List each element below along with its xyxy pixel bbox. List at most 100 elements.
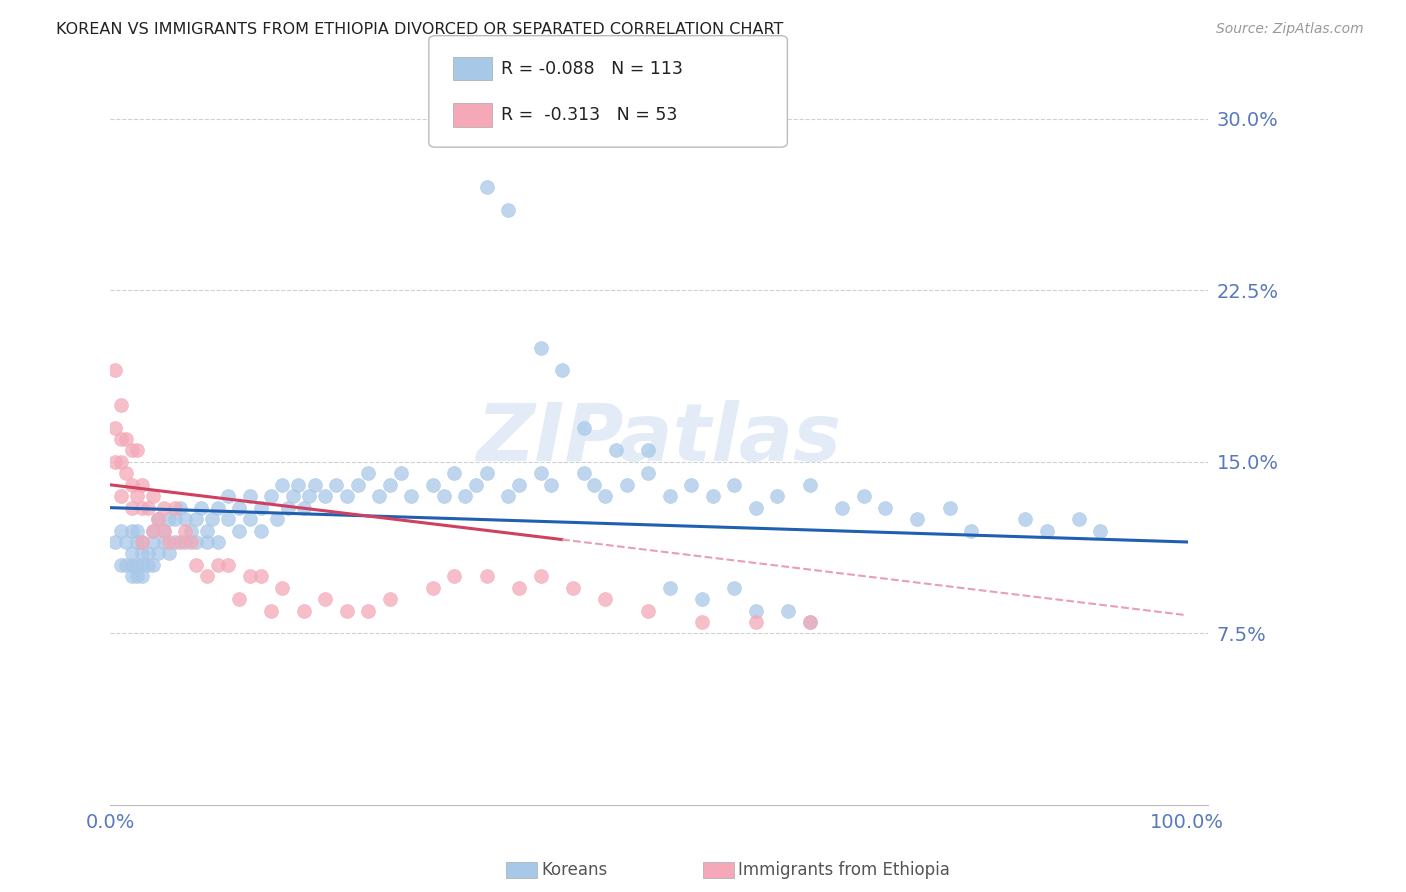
Point: [125, 535, 148, 549]
Point: [465, 477, 488, 491]
Point: [163, 500, 186, 515]
Point: [131, 477, 153, 491]
Point: [131, 535, 153, 549]
Point: [239, 512, 262, 526]
Point: [148, 512, 170, 526]
Point: [142, 524, 165, 538]
Point: [121, 443, 143, 458]
Point: [148, 546, 170, 560]
Point: [852, 489, 875, 503]
Point: [153, 524, 176, 538]
Point: [163, 535, 186, 549]
Point: [174, 512, 197, 526]
Point: [378, 592, 401, 607]
Point: [104, 363, 127, 377]
Point: [799, 615, 821, 629]
Point: [195, 569, 218, 583]
Point: [529, 467, 551, 481]
Point: [1035, 524, 1057, 538]
Point: [121, 558, 143, 572]
Point: [508, 477, 530, 491]
Point: [593, 489, 616, 503]
Point: [681, 477, 703, 491]
Point: [336, 489, 359, 503]
Point: [163, 512, 186, 526]
Point: [766, 489, 789, 503]
Point: [115, 432, 138, 446]
Point: [572, 420, 595, 434]
Point: [443, 467, 465, 481]
Point: [104, 420, 127, 434]
Point: [357, 467, 380, 481]
Point: [905, 512, 928, 526]
Text: Source: ZipAtlas.com: Source: ZipAtlas.com: [1216, 22, 1364, 37]
Point: [157, 535, 180, 549]
Point: [125, 489, 148, 503]
Point: [529, 341, 551, 355]
Point: [249, 500, 271, 515]
Point: [217, 489, 239, 503]
Point: [475, 180, 498, 194]
Point: [690, 615, 713, 629]
Point: [184, 535, 207, 549]
Point: [121, 569, 143, 583]
Point: [201, 512, 224, 526]
Point: [131, 546, 153, 560]
Point: [174, 524, 197, 538]
Point: [260, 604, 283, 618]
Point: [1067, 512, 1090, 526]
Point: [745, 500, 768, 515]
Point: [336, 604, 359, 618]
Point: [433, 489, 456, 503]
Point: [153, 535, 176, 549]
Point: [136, 500, 159, 515]
Point: [325, 477, 347, 491]
Point: [745, 604, 768, 618]
Point: [422, 581, 444, 595]
Point: [583, 477, 606, 491]
Point: [314, 489, 336, 503]
Point: [157, 512, 180, 526]
Point: [104, 535, 127, 549]
Point: [207, 558, 229, 572]
Point: [378, 477, 401, 491]
Point: [110, 524, 132, 538]
Text: Immigrants from Ethiopia: Immigrants from Ethiopia: [738, 861, 950, 879]
Point: [938, 500, 960, 515]
Point: [304, 477, 326, 491]
Point: [115, 558, 138, 572]
Point: [142, 535, 165, 549]
Point: [875, 500, 897, 515]
Point: [169, 535, 191, 549]
Point: [131, 535, 153, 549]
Point: [260, 489, 283, 503]
Point: [551, 363, 574, 377]
Point: [142, 489, 165, 503]
Point: [658, 581, 681, 595]
Point: [287, 477, 309, 491]
Point: [292, 500, 315, 515]
Point: [148, 512, 170, 526]
Point: [498, 203, 520, 218]
Point: [169, 500, 191, 515]
Point: [690, 592, 713, 607]
Point: [593, 592, 616, 607]
Point: [529, 569, 551, 583]
Point: [121, 477, 143, 491]
Point: [389, 467, 412, 481]
Point: [422, 477, 444, 491]
Point: [271, 581, 294, 595]
Point: [184, 512, 207, 526]
Point: [136, 546, 159, 560]
Point: [357, 604, 380, 618]
Point: [131, 569, 153, 583]
Point: [298, 489, 321, 503]
Point: [228, 592, 250, 607]
Point: [605, 443, 627, 458]
Point: [401, 489, 423, 503]
Point: [266, 512, 288, 526]
Text: Koreans: Koreans: [541, 861, 607, 879]
Point: [745, 615, 768, 629]
Point: [153, 500, 176, 515]
Point: [131, 500, 153, 515]
